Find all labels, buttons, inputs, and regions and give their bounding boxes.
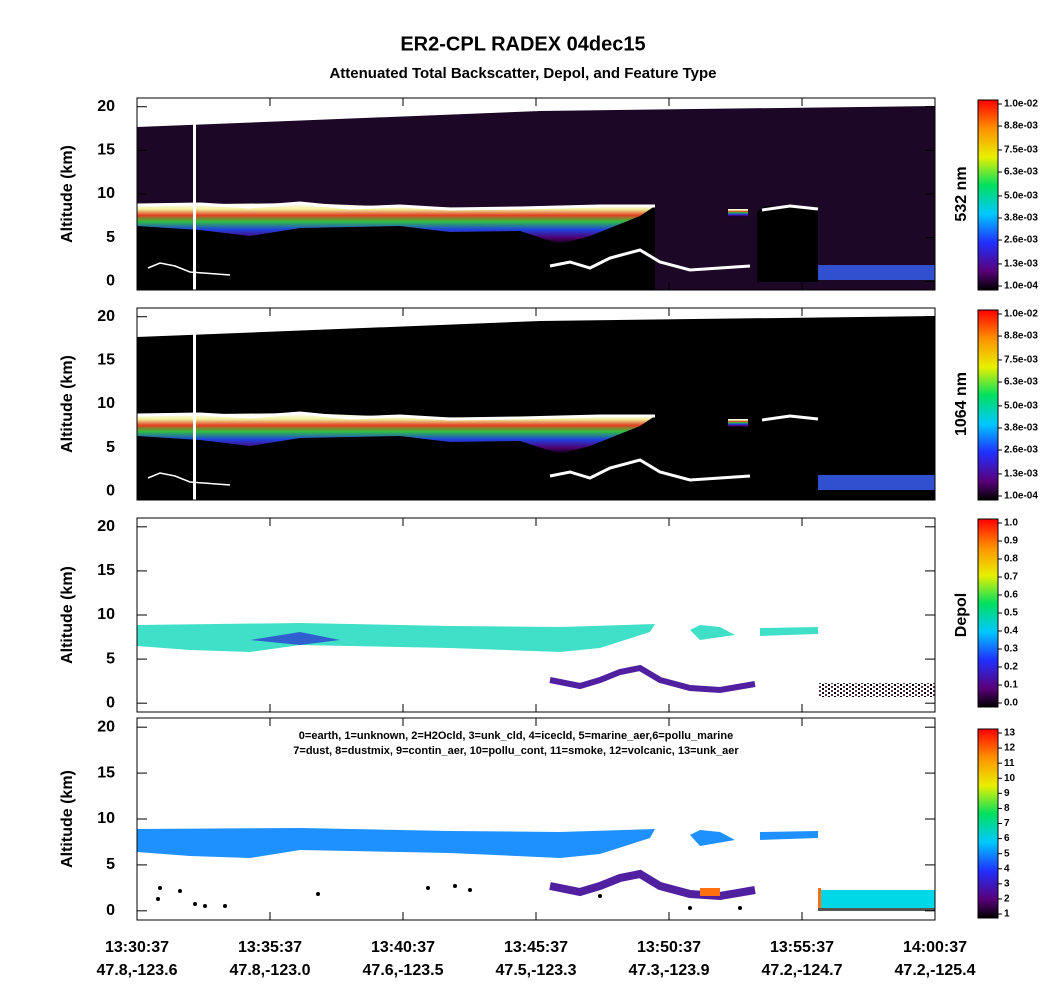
y-tick-label: 15 [97,352,115,369]
x-tick-label: 13:35:37 [238,939,302,956]
x-tick-label: 47.2,-124.7 [762,962,843,979]
panel-art [137,623,935,697]
colorbar-tick-label: 7.5e-03 [1004,355,1038,366]
colorbar-tick-label: 0.9 [1004,536,1018,547]
y-tick-label: 10 [97,395,115,412]
colorbar-tick-label: 0.3 [1004,644,1018,655]
panel-art [137,828,935,911]
y-tick-label: 15 [97,562,115,579]
x-tick-label: 13:40:37 [371,939,435,956]
y-tick-label: 0 [106,272,115,289]
colorbar [977,309,999,501]
colorbar-tick-label: 1.0e-04 [1004,281,1038,292]
y-tick-label: 15 [97,142,115,159]
colorbar-tick-label: 9 [1004,788,1010,799]
colorbar-tick-label: 7 [1004,818,1010,829]
colorbar-tick-label: 0.1 [1004,680,1018,691]
y-axis-label: Altitude (km) [59,145,76,243]
colorbar-tick-label: 8.8e-03 [1004,121,1038,132]
colorbar-tick-label: 1.3e-03 [1004,469,1038,480]
colorbar-tick-label: 13 [1004,728,1016,739]
legend-text: 0=earth, 1=unknown, 2=H2Ocld, 3=unk_cld,… [299,730,733,742]
colorbar-tick-label: 10 [1004,773,1016,784]
colorbar-tick-label: 1.0e-04 [1004,491,1038,502]
colorbar [977,518,999,708]
colorbar-tick-label: 3.8e-03 [1004,213,1038,224]
colorbar-tick-label: 5.0e-03 [1004,401,1038,412]
y-tick-label: 20 [97,98,115,115]
colorbar-tick-label: 4 [1004,863,1010,874]
y-tick-label: 20 [97,518,115,535]
y-axis-label: Altitude (km) [59,566,76,664]
y-tick-label: 5 [106,856,115,873]
colorbar [977,728,999,919]
colorbar-tick-label: 1 [1004,909,1010,920]
colorbar-tick-label: 6.3e-03 [1004,377,1038,388]
colorbar-tick-label: 3.8e-03 [1004,423,1038,434]
x-tick-label: 47.2,-125.4 [895,962,976,979]
colorbar-tick-label: 0.8 [1004,554,1018,565]
y-axis-label: Altitude (km) [59,770,76,868]
colorbar-tick-label: 3 [1004,878,1010,889]
colorbar-tick-label: 12 [1004,743,1016,754]
y-tick-label: 5 [106,439,115,456]
x-tick-label: 13:30:37 [105,939,169,956]
y-tick-label: 5 [106,229,115,246]
y-tick-label: 20 [97,718,115,735]
colorbar-tick-label: 7.5e-03 [1004,145,1038,156]
colorbar-tick-label: 11 [1004,758,1015,769]
colorbar-tick-label: 1.0e-02 [1004,309,1038,320]
colorbar-tick-label: 0.6 [1004,590,1018,601]
y-tick-label: 0 [106,902,115,919]
colorbar-tick-label: 5 [1004,848,1010,859]
plot-frame [136,517,936,713]
colorbar-tick-label: 6.3e-03 [1004,167,1038,178]
colorbar [977,99,999,291]
x-tick-label: 47.8,-123.6 [97,962,178,979]
panel-art [135,104,937,292]
colorbar-tick-label: 2 [1004,894,1010,905]
colorbar-tick-label: 8.8e-03 [1004,331,1038,342]
y-tick-label: 10 [97,810,115,827]
colorbar-label: Depol [953,593,970,637]
x-tick-label: 14:00:37 [903,939,967,956]
subtitle: Attenuated Total Backscatter, Depol, and… [329,65,716,82]
legend-text: 7=dust, 8=dustmix, 9=contin_aer, 10=poll… [293,745,739,757]
colorbar-tick-label: 0.4 [1004,626,1018,637]
y-tick-label: 10 [97,606,115,623]
x-tick-label: 47.3,-123.9 [629,962,710,979]
colorbar-tick-label: 0.7 [1004,572,1018,583]
colorbar-tick-label: 5.0e-03 [1004,191,1038,202]
x-tick-label: 13:45:37 [504,939,568,956]
panel-art [135,314,937,502]
y-tick-label: 10 [97,185,115,202]
colorbar-tick-label: 8 [1004,803,1010,814]
colorbar-tick-label: 6 [1004,833,1010,844]
y-tick-label: 15 [97,764,115,781]
x-tick-label: 13:55:37 [770,939,834,956]
y-tick-label: 20 [97,308,115,325]
x-tick-label: 47.5,-123.3 [496,962,577,979]
y-axis-label: Altitude (km) [59,355,76,453]
x-tick-label: 47.8,-123.0 [230,962,311,979]
colorbar-label: 532 nm [953,166,970,221]
colorbar-tick-label: 2.6e-03 [1004,445,1038,456]
y-tick-label: 0 [106,694,115,711]
x-tick-label: 13:50:37 [637,939,701,956]
colorbar-tick-label: 1.3e-03 [1004,259,1038,270]
colorbar-tick-label: 1.0 [1004,518,1018,529]
colorbar-tick-label: 0.2 [1004,662,1018,673]
colorbar-label: 1064 nm [953,372,970,436]
y-tick-label: 0 [106,482,115,499]
title: ER2-CPL RADEX 04dec15 [400,33,645,55]
colorbar-tick-label: 0.0 [1004,698,1018,709]
x-tick-label: 47.6,-123.5 [363,962,444,979]
y-tick-label: 5 [106,650,115,667]
colorbar-tick-label: 0.5 [1004,608,1018,619]
colorbar-tick-label: 2.6e-03 [1004,235,1038,246]
colorbar-tick-label: 1.0e-02 [1004,99,1038,110]
